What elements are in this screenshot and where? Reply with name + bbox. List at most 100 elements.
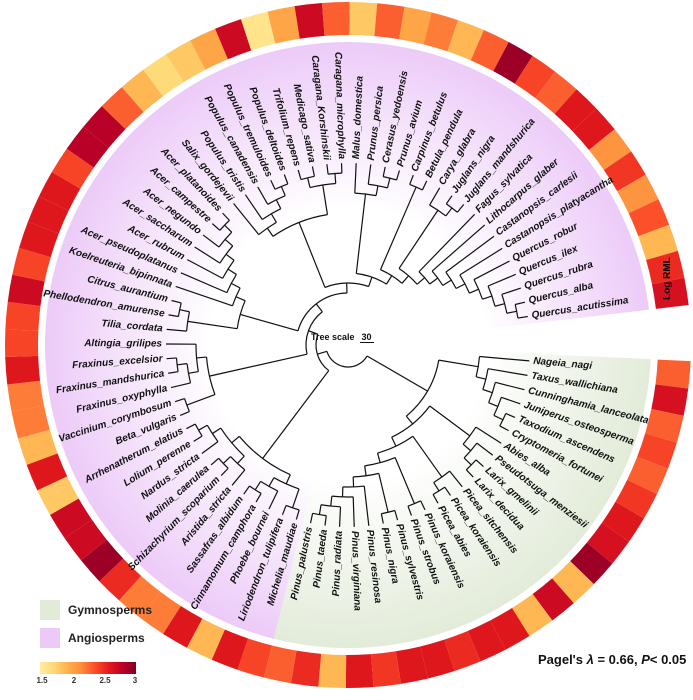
ring-label: Log RML — [662, 257, 673, 300]
branch — [240, 313, 299, 332]
ring-cell — [470, 30, 509, 72]
ring-cell — [395, 646, 429, 684]
ring-cell — [166, 40, 206, 83]
branch — [201, 441, 219, 454]
branch — [198, 424, 208, 431]
ring-cell — [19, 221, 59, 258]
branch — [352, 496, 355, 527]
ring-cell — [11, 405, 50, 439]
branch — [506, 310, 517, 314]
branch — [231, 282, 241, 289]
branch — [385, 275, 393, 285]
ring-cell — [101, 87, 144, 130]
branch — [487, 368, 528, 376]
ring-cell — [119, 575, 161, 619]
branch — [338, 506, 342, 527]
tip-label: Malus_domestica — [351, 75, 366, 159]
branch — [268, 490, 279, 510]
branch-arc — [407, 500, 422, 507]
tip-label: Pinus_virginiana — [349, 531, 363, 612]
branch — [193, 435, 203, 442]
ring-cell — [628, 199, 670, 237]
clade-backgrounds — [45, 42, 651, 648]
branch — [433, 482, 440, 492]
branch — [444, 486, 451, 496]
branch — [493, 414, 504, 421]
legend-label: Gymnosperms — [68, 603, 153, 617]
ring-cell — [399, 6, 432, 45]
branch — [311, 166, 315, 177]
branch — [225, 253, 235, 261]
branch — [243, 485, 250, 495]
branch-arc — [493, 397, 502, 416]
branch-arc — [473, 279, 483, 300]
branch — [257, 186, 269, 205]
branch — [196, 356, 207, 359]
branch — [317, 350, 328, 355]
branch — [186, 423, 196, 430]
branch-arc — [231, 287, 241, 306]
branch — [432, 494, 439, 504]
ring-cell — [211, 629, 249, 670]
branch — [421, 180, 428, 191]
ring-cell — [535, 71, 577, 114]
branch — [379, 186, 417, 270]
branch — [517, 315, 528, 319]
ring-cell — [586, 522, 630, 564]
branch — [442, 279, 452, 286]
ring-cell — [646, 250, 685, 285]
branch-arc — [220, 427, 245, 457]
ring-cell — [162, 606, 203, 648]
branch-arc — [364, 456, 396, 467]
ring-cell — [588, 129, 632, 170]
ring-cell — [322, 1, 350, 36]
ring-cell — [267, 6, 300, 44]
branch — [420, 500, 426, 511]
branch — [231, 435, 240, 444]
ring-cell — [423, 12, 459, 52]
branch — [244, 194, 263, 220]
branch — [298, 222, 326, 288]
ring-cell — [240, 11, 276, 51]
ring-cell — [514, 55, 556, 98]
ring-cell — [64, 519, 107, 561]
tree-branches — [165, 163, 530, 527]
ring-cell — [490, 608, 530, 650]
branch — [475, 376, 486, 380]
branch — [465, 469, 474, 478]
branch — [368, 276, 373, 287]
tree-scale-label: Tree scale — [311, 332, 355, 342]
ring-cell — [99, 558, 142, 601]
legend-label: Angiosperms — [68, 631, 145, 645]
branch — [409, 174, 414, 185]
clade-background-angiosperms — [45, 42, 649, 639]
ring-cell — [617, 174, 659, 214]
branch-arc — [391, 405, 431, 438]
tip-label: Caragana_microphylla — [332, 52, 347, 160]
colorbar-tick: 1.5 — [36, 676, 48, 685]
branch — [445, 235, 495, 273]
branch-arc — [219, 245, 234, 264]
branch — [476, 442, 494, 456]
branch — [268, 477, 275, 487]
ring-cell — [467, 620, 506, 662]
stat-p: P — [641, 652, 650, 667]
branch — [391, 436, 397, 447]
ring-cell — [603, 151, 646, 192]
ring-cell — [5, 329, 39, 357]
branch — [363, 485, 370, 526]
branch — [398, 209, 439, 269]
branch — [429, 405, 471, 437]
pagel-lambda-statistic: Pagel's λ = 0.66, P< 0.05 — [538, 652, 686, 667]
branch — [380, 513, 384, 524]
ring-cell — [263, 645, 297, 684]
colorbar-tick: 3 — [132, 676, 138, 685]
branch — [292, 488, 300, 509]
branch-arc — [475, 356, 481, 377]
branch-arc — [177, 302, 182, 317]
ring-cell — [5, 355, 41, 385]
ring-cell — [374, 3, 405, 40]
branch — [456, 204, 465, 213]
branch-arc — [487, 285, 496, 307]
branch — [283, 174, 289, 185]
